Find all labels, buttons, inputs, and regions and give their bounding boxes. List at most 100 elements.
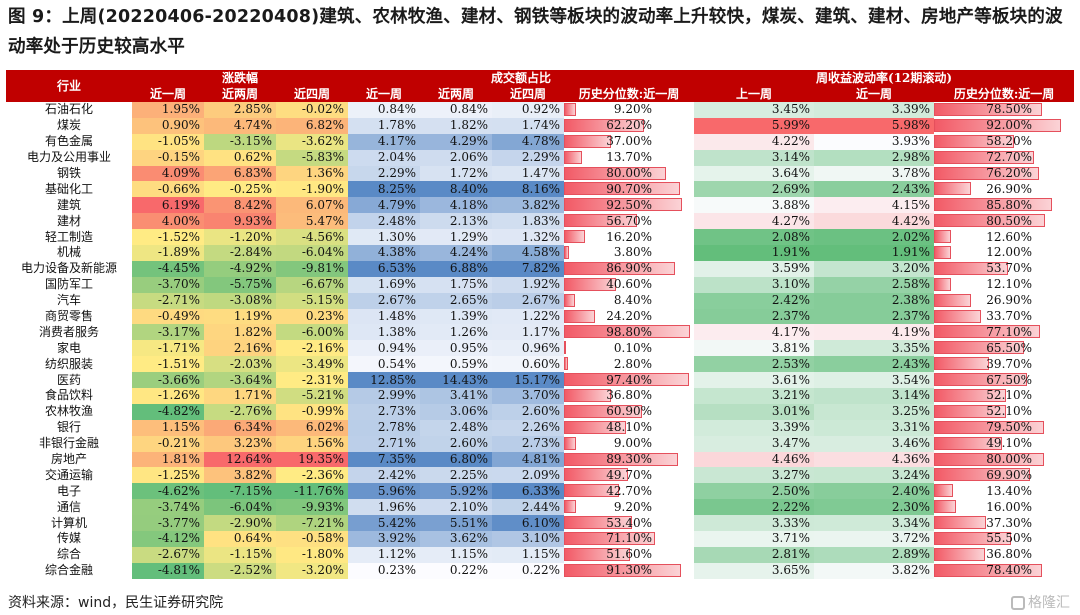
percentile-bar bbox=[934, 150, 1035, 164]
percentile-value: 89.30% bbox=[606, 452, 653, 467]
table-row: 医药 -3.66% -3.64% -2.31% 12.85% 14.43% 15.17% 97… bbox=[6, 372, 1074, 389]
volatility-cell: 1.91% bbox=[694, 245, 815, 261]
turnover-cell: 1.72% bbox=[420, 165, 493, 182]
turnover-cell: 4.18% bbox=[420, 197, 493, 214]
percentile-bar bbox=[564, 309, 595, 323]
change-cell: 19.35% bbox=[276, 451, 349, 468]
percentile-bar bbox=[934, 563, 1043, 577]
turnover-cell: 1.12% bbox=[348, 546, 421, 563]
change-cell: -2.16% bbox=[276, 340, 349, 357]
turnover-cell: 2.48% bbox=[348, 213, 421, 230]
percentile-value: 9.20% bbox=[613, 102, 653, 117]
turnover-cell: 3.06% bbox=[420, 403, 493, 420]
change-cell: 1.71% bbox=[204, 388, 276, 404]
change-cell: 1.36% bbox=[276, 165, 349, 182]
table-row: 基础化工 -0.66% -0.25% -1.90% 8.25% 8.40% 8.16% 90.… bbox=[6, 181, 1074, 198]
table-body: 石油石化 1.95% 2.85% -0.02% 0.84% 0.84% 0.92% 9.20%… bbox=[6, 102, 1074, 579]
industry-cell: 综合金融 bbox=[44, 563, 93, 578]
volatility-cell: 3.45% bbox=[694, 102, 815, 118]
volatility-cell: 3.39% bbox=[814, 102, 935, 118]
percentile-bar bbox=[564, 500, 576, 514]
industry-cell: 电子 bbox=[56, 483, 81, 498]
turnover-cell: 1.78% bbox=[348, 117, 421, 134]
turnover-cell: 0.84% bbox=[348, 102, 421, 118]
percentile-bar bbox=[934, 404, 1006, 418]
percentile-bar bbox=[934, 134, 1015, 148]
percentile-bar bbox=[934, 166, 1040, 180]
percentile-value: 77.10% bbox=[986, 324, 1033, 339]
turnover-percentile-cell: 2.80% bbox=[564, 356, 694, 372]
change-cell: -6.67% bbox=[276, 276, 349, 293]
percentile-value: 26.90% bbox=[986, 181, 1033, 196]
turnover-cell: 1.30% bbox=[348, 229, 421, 246]
change-cell: 1.56% bbox=[276, 435, 349, 452]
volatility-cell: 3.14% bbox=[814, 388, 935, 404]
change-cell: 8.42% bbox=[204, 197, 276, 214]
header-change-group: 涨跌幅 bbox=[132, 70, 349, 86]
turnover-cell: 2.26% bbox=[492, 419, 565, 436]
change-cell: -0.25% bbox=[204, 181, 276, 198]
volatility-cell: 4.15% bbox=[814, 197, 935, 214]
turnover-cell: 1.69% bbox=[348, 276, 421, 293]
turnover-cell: 6.10% bbox=[492, 515, 565, 532]
percentile-bar bbox=[934, 198, 1053, 212]
percentile-bar bbox=[564, 484, 619, 498]
industry-cell: 房地产 bbox=[50, 452, 87, 467]
change-cell: -3.70% bbox=[132, 276, 204, 293]
change-cell: -2.67% bbox=[132, 546, 204, 563]
turnover-cell: 4.79% bbox=[348, 197, 421, 214]
change-cell: 2.85% bbox=[204, 102, 276, 118]
turnover-cell: 2.71% bbox=[348, 435, 421, 452]
percentile-bar bbox=[564, 230, 585, 244]
volatility-percentile-cell: 76.20% bbox=[934, 166, 1074, 182]
turnover-cell: 2.10% bbox=[420, 499, 493, 516]
turnover-cell: 3.10% bbox=[492, 531, 565, 547]
volatility-cell: 3.21% bbox=[694, 388, 815, 404]
header-vol-pct: 历史分位数:近一周 bbox=[934, 86, 1075, 102]
volatility-cell: 3.82% bbox=[814, 562, 935, 579]
turnover-percentile-cell: 8.40% bbox=[564, 293, 694, 309]
percentile-bar bbox=[564, 516, 633, 530]
volatility-percentile-cell: 65.50% bbox=[934, 340, 1074, 356]
volatility-percentile-cell: 92.00% bbox=[934, 118, 1074, 134]
turnover-cell: 3.92% bbox=[348, 531, 421, 547]
change-cell: -3.66% bbox=[132, 372, 204, 389]
percentile-value: 58.20% bbox=[986, 134, 1033, 149]
volatility-percentile-cell: 39.70% bbox=[934, 356, 1074, 372]
volatility-cell: 3.33% bbox=[694, 515, 815, 532]
volatility-percentile-cell: 12.10% bbox=[934, 277, 1074, 293]
volatility-cell: 4.22% bbox=[694, 133, 815, 150]
turnover-cell: 2.25% bbox=[420, 467, 493, 484]
change-cell: 6.07% bbox=[276, 197, 349, 214]
turnover-percentile-cell: 24.20% bbox=[564, 309, 694, 325]
industry-cell: 家电 bbox=[56, 340, 81, 355]
turnover-cell: 2.67% bbox=[492, 292, 565, 309]
change-cell: -6.00% bbox=[276, 324, 349, 341]
percentile-bar bbox=[934, 261, 1009, 275]
percentile-bar bbox=[934, 293, 972, 307]
percentile-value: 51.60% bbox=[606, 547, 653, 562]
percentile-bar bbox=[564, 166, 667, 180]
table-row: 轻工制造 -1.52% -1.20% -4.56% 1.30% 1.29% 1.32% 16.… bbox=[6, 229, 1074, 246]
table-row: 石油石化 1.95% 2.85% -0.02% 0.84% 0.84% 0.92% 9.20%… bbox=[6, 102, 1074, 118]
turnover-cell: 0.54% bbox=[348, 356, 421, 373]
turnover-percentile-cell: 13.70% bbox=[564, 150, 694, 166]
percentile-value: 55.50% bbox=[986, 531, 1033, 546]
table-row: 农林牧渔 -4.82% -2.76% -0.99% 2.73% 3.06% 2.60% 60.… bbox=[6, 403, 1074, 420]
volatility-cell: 3.65% bbox=[694, 562, 815, 579]
table-row: 建筑 6.19% 8.42% 6.07% 4.79% 4.18% 3.82% 92.50% 3.… bbox=[6, 197, 1074, 214]
turnover-cell: 2.78% bbox=[348, 419, 421, 436]
change-cell: -1.25% bbox=[132, 467, 204, 484]
percentile-value: 78.50% bbox=[986, 102, 1033, 117]
table-row: 钢铁 4.09% 6.83% 1.36% 2.29% 1.72% 1.47% 80.00% 3.… bbox=[6, 165, 1074, 182]
turnover-cell: 2.29% bbox=[492, 149, 565, 166]
percentile-value: 52.10% bbox=[986, 404, 1033, 419]
turnover-cell: 0.95% bbox=[420, 340, 493, 357]
percentile-bar bbox=[934, 230, 952, 244]
volatility-percentile-cell: 80.00% bbox=[934, 452, 1074, 468]
percentile-value: 62.20% bbox=[606, 118, 653, 133]
turnover-cell: 1.82% bbox=[420, 117, 493, 134]
industry-cell: 交通运输 bbox=[44, 467, 93, 482]
turnover-cell: 2.29% bbox=[348, 165, 421, 182]
turnover-cell: 15.17% bbox=[492, 372, 565, 389]
